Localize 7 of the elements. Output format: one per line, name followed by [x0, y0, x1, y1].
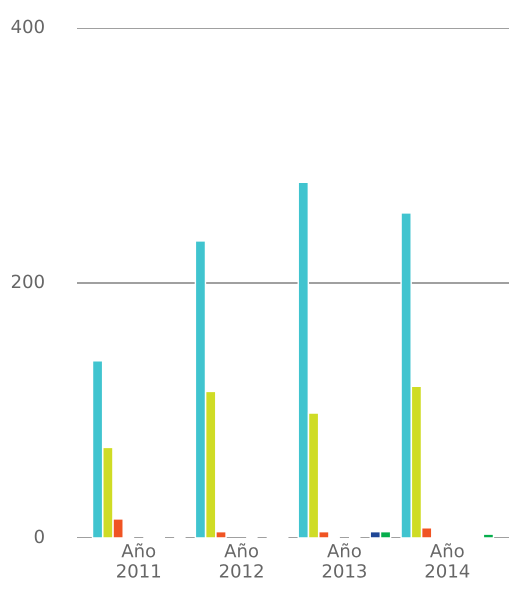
y-tick-label: 0 [34, 530, 44, 544]
x-tick-label: Año 2011 [117, 543, 160, 578]
x-tick-label: Año 2013 [322, 543, 366, 578]
x-tick-label: Año 2012 [220, 543, 263, 578]
x-tick-label: Año 2014 [426, 543, 470, 578]
y-tick-label: 400 [11, 20, 44, 34]
y-tick-label: 200 [12, 274, 44, 288]
